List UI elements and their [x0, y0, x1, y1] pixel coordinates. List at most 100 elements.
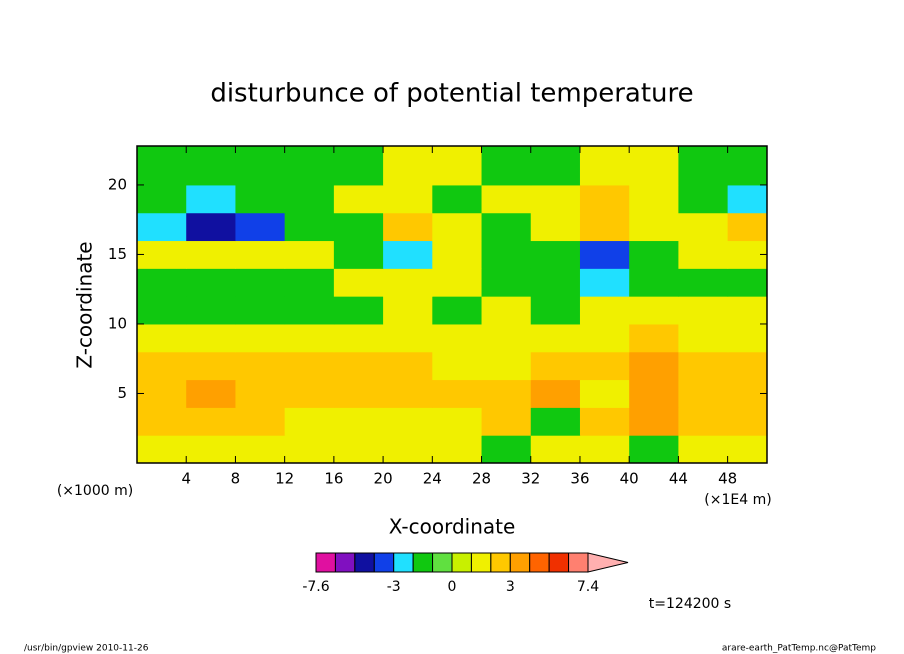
contour-cell [333, 296, 384, 325]
y-tick-label: 15 [108, 245, 127, 263]
contour-cell [284, 351, 335, 381]
contour-cell [530, 240, 581, 269]
colorbar-tick-label: -3 [387, 579, 401, 595]
colorbar-box [470, 552, 492, 573]
contour-cell [530, 435, 581, 464]
contour-cell [137, 146, 187, 186]
contour-cell [137, 379, 187, 408]
x-tick-label: 4 [181, 470, 191, 488]
contour-cell [432, 296, 483, 325]
contour-cell [727, 146, 768, 186]
colorbar-tick-label: -7.6 [302, 579, 329, 595]
contour-cell [383, 240, 433, 269]
x-tick-label: 28 [472, 470, 491, 488]
contour-cell [678, 212, 729, 242]
contour-cell [186, 323, 236, 353]
contour-cell [137, 184, 187, 214]
contour-cell [186, 212, 236, 242]
contour-cell [579, 407, 630, 436]
contour-cell [235, 379, 286, 408]
contour-cell [579, 146, 630, 186]
colorbar-box [334, 552, 356, 573]
contour-cell [432, 379, 483, 408]
colorbar-box [354, 552, 375, 573]
colorbar-tick-label: 7.4 [577, 579, 599, 595]
contour-cell [383, 212, 433, 242]
contour-cell [579, 240, 630, 269]
x-tick-label: 20 [374, 470, 393, 488]
contour-cell [530, 212, 581, 242]
contour-cell [579, 379, 630, 408]
contour-cell [530, 379, 581, 408]
x-unit: (×1E4 m) [704, 492, 771, 508]
contour-cell [530, 407, 581, 436]
contour-cell [186, 407, 236, 436]
contour-cell [481, 212, 532, 242]
contour-cell [629, 240, 679, 269]
contour-cell [137, 240, 187, 269]
contour-cell [432, 184, 483, 214]
x-tick-label: 24 [423, 470, 442, 488]
footer-left: /usr/bin/gpview 2010-11-26 [24, 644, 149, 654]
contour-cell [383, 407, 433, 436]
contour-cell [530, 184, 581, 214]
contour-cell [235, 212, 286, 242]
annotation: t=124200 s [649, 596, 731, 612]
x-tick-label: 8 [231, 470, 241, 488]
contour-cell [137, 268, 187, 297]
contour-cell [186, 240, 236, 269]
colorbar-box [451, 552, 472, 573]
contour-cell [481, 379, 532, 408]
contour-cell [333, 351, 384, 381]
contour-cell [235, 351, 286, 381]
contour-cell [235, 240, 286, 269]
contour-cell [284, 296, 335, 325]
contour-cell [333, 268, 384, 297]
contour-cell [629, 268, 679, 297]
contour-cell [629, 146, 679, 186]
contour-cell [284, 212, 335, 242]
contour-cell [432, 240, 483, 269]
contour-cell [727, 435, 768, 464]
contour-cell [579, 296, 630, 325]
y-unit: (×1000 m) [57, 483, 133, 499]
contour-cell [284, 407, 335, 436]
contour-cell [678, 296, 729, 325]
contour-cell [137, 407, 187, 436]
contour-cell [137, 323, 187, 353]
contour-cell [629, 212, 679, 242]
contour-cell [481, 435, 532, 464]
contour-cell [579, 212, 630, 242]
contour-cell [432, 212, 483, 242]
colorbar-box [412, 552, 434, 573]
contour-cell [530, 268, 581, 297]
contour-cell [284, 435, 335, 464]
contour-cell [530, 296, 581, 325]
x-axis-label: X-coordinate [389, 515, 516, 539]
colorbar-box [529, 552, 550, 573]
x-tick-label: 48 [718, 470, 737, 488]
contour-cell [579, 184, 630, 214]
contour-cell [629, 323, 679, 353]
contour-cell [432, 146, 483, 186]
colorbar-tick-label: 0 [448, 579, 457, 595]
contour-cell [235, 268, 286, 297]
colorbar-box [490, 552, 511, 573]
contour-cell [186, 435, 236, 464]
colorbar-extend [587, 552, 629, 573]
contour-cell [383, 296, 433, 325]
contour-cell [333, 240, 384, 269]
colorbar-box [432, 552, 453, 573]
colorbar-box [315, 552, 336, 573]
footer-right: arare-earth_PatTemp.nc@PatTemp [722, 644, 876, 654]
x-tick-label: 44 [669, 470, 688, 488]
x-tick-label: 12 [275, 470, 294, 488]
contour-cell [579, 268, 630, 297]
contour-cell [333, 323, 384, 353]
contour-cell [629, 296, 679, 325]
contour-cell [186, 268, 236, 297]
contour-cell [235, 435, 286, 464]
y-tick-label: 20 [108, 175, 127, 193]
contour-cell [284, 323, 335, 353]
